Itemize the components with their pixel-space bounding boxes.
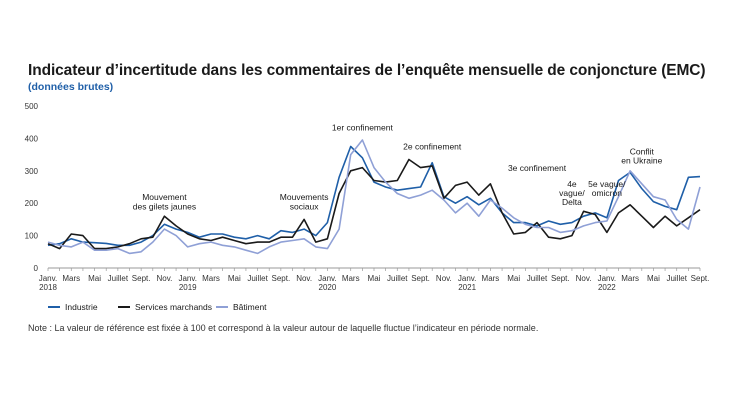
y-tick-label: 100 [25,232,39,241]
annotation-label: omicron [592,188,623,198]
footnote: Note : La valeur de référence est fixée … [28,323,539,333]
annotation-label: en Ukraine [621,156,662,166]
annotation-label: Delta [562,197,582,207]
x-tick-label: Sept. [551,274,570,283]
x-tick-label: Mars [482,274,500,283]
x-tick-label: Janv. [458,274,477,283]
series-line-services [47,158,701,250]
legend-label-batiment: Bâtiment [233,302,267,312]
series-lines [47,139,701,255]
x-tick-label: Nov. [296,274,312,283]
legend-label-industrie: Industrie [65,302,98,312]
y-tick-label: 0 [34,264,39,273]
x-tick-label: Juillet [666,274,687,283]
annotation-label: 5e vague/ [588,179,626,189]
y-tick-label: 400 [25,134,39,143]
x-tick-label: Mars [621,274,639,283]
annotation-label: 4e [567,179,577,189]
annotation-label: vague/ [559,188,585,198]
series-line-batiment [47,139,701,255]
x-tick-label: Janv. [598,274,617,283]
x-tick-label: Mars [202,274,220,283]
x-tick-label: Nov. [576,274,592,283]
x-tick-label: Sept. [691,274,710,283]
x-tick-label: Janv. [39,274,58,283]
x-tick-label: Nov. [436,274,452,283]
x-tick-label: Mai [647,274,660,283]
x-tick-label: Sept. [132,274,151,283]
chart-subtitle: (données brutes) [28,81,114,93]
annotation-label: Mouvement [142,192,187,202]
annotation-label: 1er confinement [332,122,394,132]
x-tick-label: Juillet [108,274,129,283]
chart-title: Indicateur d’incertitude dans les commen… [28,62,706,79]
annotation-label: 2e confinement [403,142,462,152]
x-tick-year-label: 2019 [179,283,197,292]
annotation-label: Mouvements [280,192,329,202]
x-tick-label: Mai [368,274,381,283]
x-tick-year-label: 2022 [598,283,616,292]
x-tick-label: Sept. [411,274,430,283]
annotation-label: des gilets jaunes [133,202,196,212]
x-tick-label: Mai [507,274,520,283]
x-tick-label: Nov. [156,274,172,283]
x-tick-year-label: 2020 [319,283,337,292]
x-tick-label: Juillet [387,274,408,283]
x-tick-label: Janv. [178,274,197,283]
y-tick-label: 200 [25,199,39,208]
x-tick-label: Juillet [527,274,548,283]
y-tick-label: 500 [25,102,39,111]
x-tick-label: Janv. [318,274,337,283]
x-tick-label: Mai [228,274,241,283]
legend: Industrie Services marchands Bâtiment [48,302,267,312]
x-tick-label: Juillet [247,274,268,283]
x-tick-year-label: 2018 [39,283,57,292]
x-tick-label: Mars [62,274,80,283]
x-tick-label: Mars [342,274,360,283]
y-tick-label: 300 [25,167,39,176]
y-axis: 0 100 200 300 400 500 [25,102,39,273]
legend-label-services: Services marchands [135,302,212,312]
annotation-label: sociaux [290,202,320,212]
annotation-label: 3e confinement [508,163,567,173]
x-tick-year-label: 2021 [458,283,476,292]
annotation-label: Conflit [630,147,655,157]
x-tick-label: Sept. [272,274,291,283]
x-tick-label: Mai [88,274,101,283]
